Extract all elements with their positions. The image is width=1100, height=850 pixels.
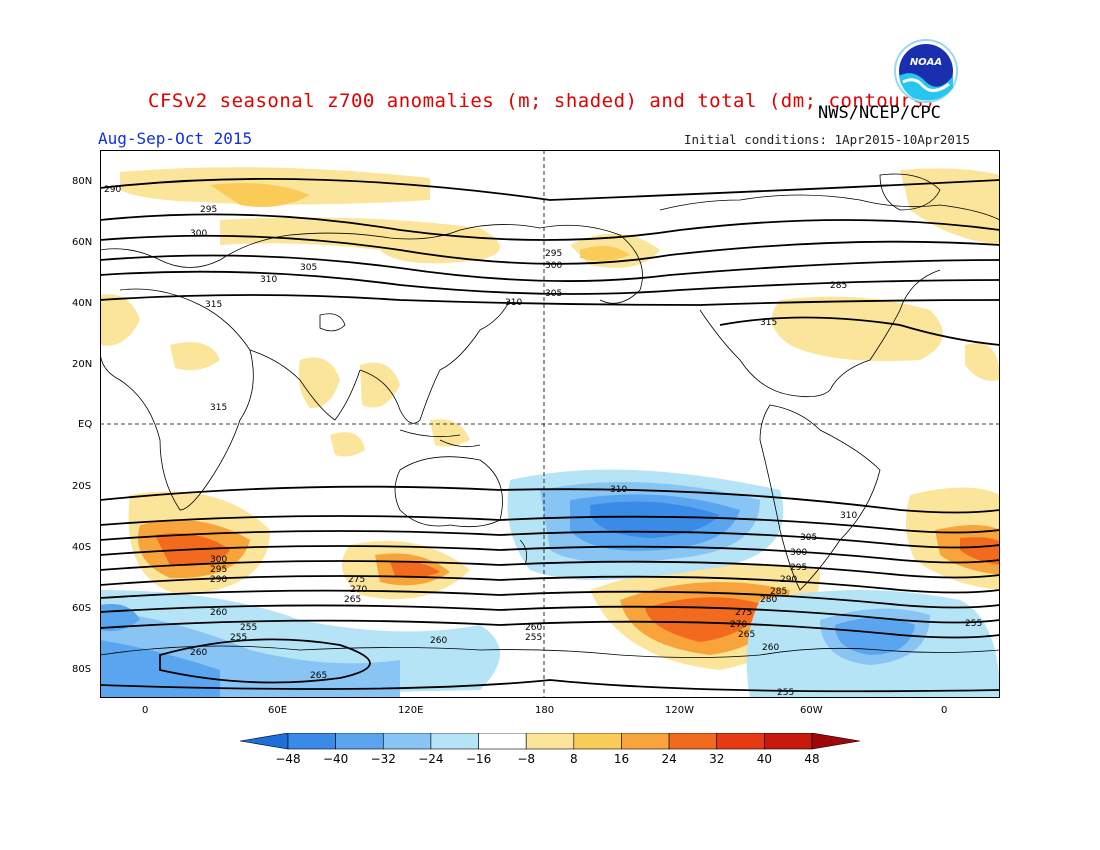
lat-label: 40S	[72, 542, 92, 553]
svg-text:260: 260	[430, 636, 447, 646]
colorbar-tick-label: −24	[418, 752, 443, 766]
svg-text:310: 310	[610, 485, 627, 495]
svg-text:295: 295	[790, 563, 807, 573]
lat-label: 20N	[72, 359, 93, 370]
svg-text:315: 315	[210, 403, 227, 413]
colorbar-swatch	[573, 733, 622, 750]
svg-text:255: 255	[230, 633, 247, 643]
lon-label: 120W	[665, 705, 694, 716]
lon-label: 60W	[800, 705, 823, 716]
initial-conditions-label: Initial conditions: 1Apr2015-10Apr2015	[684, 132, 970, 147]
colorbar-swatch	[287, 733, 336, 750]
svg-text:275: 275	[735, 608, 752, 618]
svg-text:270: 270	[350, 585, 367, 595]
colorbar-tick-label: 24	[661, 752, 676, 766]
lon-label: 180	[535, 705, 555, 716]
agency-label: NWS/NCEP/CPC	[818, 103, 941, 123]
svg-text:255: 255	[525, 633, 542, 643]
svg-text:315: 315	[760, 318, 777, 328]
svg-text:265: 265	[310, 671, 327, 681]
svg-text:285: 285	[830, 281, 847, 291]
colorbar-tick-label: 40	[757, 752, 772, 766]
lat-label: 20S	[72, 481, 92, 492]
gridlines	[100, 150, 1000, 698]
lat-label: 60S	[72, 603, 92, 614]
svg-text:300: 300	[545, 261, 562, 271]
colorbar-tick-label: −32	[371, 752, 396, 766]
lon-label: 60E	[268, 705, 288, 716]
colorbar-tick-label: 8	[570, 752, 578, 766]
svg-text:300: 300	[190, 229, 207, 239]
anomaly-shading	[100, 167, 1000, 698]
chart-title: CFSv2 seasonal z700 anomalies (m; shaded…	[148, 90, 936, 112]
season-label: Aug-Sep-Oct 2015	[98, 129, 253, 148]
svg-text:290: 290	[780, 575, 797, 585]
svg-text:285: 285	[770, 587, 787, 597]
colorbar-tick-label: 48	[804, 752, 819, 766]
lon-label: 0	[941, 705, 948, 716]
svg-text:310: 310	[260, 275, 277, 285]
svg-text:290: 290	[210, 575, 227, 585]
svg-text:310: 310	[505, 298, 522, 308]
svg-text:265: 265	[344, 595, 361, 605]
svg-text:310: 310	[840, 511, 857, 521]
lon-label: 120E	[398, 705, 424, 716]
svg-text:305: 305	[800, 533, 817, 543]
lat-label: EQ	[78, 419, 93, 430]
colorbar-swatch	[335, 733, 384, 750]
colorbar-swatch	[525, 733, 575, 750]
lat-label: 80S	[72, 664, 92, 675]
svg-text:280: 280	[760, 595, 777, 605]
svg-text:295: 295	[200, 205, 217, 215]
svg-text:270: 270	[730, 620, 747, 630]
anomaly-map: 290 295 300 305 310 315 310 300 305 295 …	[100, 150, 1000, 698]
contour-labels: 290 295 300 305 310 315 310 300 305 295 …	[104, 185, 982, 698]
colorbar-tick-label: −48	[275, 752, 300, 766]
lat-label: 80N	[72, 176, 93, 187]
svg-text:295: 295	[545, 249, 562, 259]
colorbar-swatch	[668, 733, 718, 750]
colorbar-tick-label: 32	[709, 752, 724, 766]
svg-text:300: 300	[210, 555, 227, 565]
svg-text:305: 305	[300, 263, 317, 273]
colorbar-tick-label: −8	[517, 752, 535, 766]
colorbar-arrow-low	[240, 733, 289, 750]
svg-text:300: 300	[790, 548, 807, 558]
lat-label: 40N	[72, 298, 93, 309]
colorbar-swatch	[382, 733, 432, 750]
colorbar-tick-label: 16	[614, 752, 629, 766]
height-contours	[100, 177, 1000, 693]
svg-text:295: 295	[210, 565, 227, 575]
svg-text:260: 260	[525, 623, 542, 633]
svg-text:255: 255	[240, 623, 257, 633]
colorbar-tick-label: −16	[466, 752, 491, 766]
svg-text:260: 260	[762, 643, 779, 653]
colorbar-tick-label: −40	[323, 752, 348, 766]
svg-text:NOAA: NOAA	[910, 57, 942, 68]
colorbar-swatch	[478, 733, 527, 750]
noaa-logo: NOAA	[894, 39, 958, 103]
svg-text:260: 260	[210, 608, 227, 618]
colorbar-arrow-high	[811, 733, 861, 750]
coastlines	[100, 173, 1000, 658]
svg-text:290: 290	[104, 185, 121, 195]
svg-text:265: 265	[738, 630, 755, 640]
colorbar-swatch	[764, 733, 813, 750]
svg-text:260: 260	[190, 648, 207, 658]
lat-label: 60N	[72, 237, 93, 248]
colorbar: −48 −40 −32 −24 −16 −8 8 16 24 32 40 48	[240, 733, 861, 766]
svg-text:305: 305	[545, 289, 562, 299]
lon-label: 0	[142, 705, 149, 716]
svg-text:275: 275	[348, 575, 365, 585]
svg-text:255: 255	[965, 619, 982, 629]
svg-text:255: 255	[777, 688, 794, 698]
colorbar-swatch	[716, 733, 765, 750]
colorbar-swatch	[621, 733, 670, 750]
svg-text:315: 315	[205, 300, 222, 310]
colorbar-swatch	[430, 733, 479, 750]
